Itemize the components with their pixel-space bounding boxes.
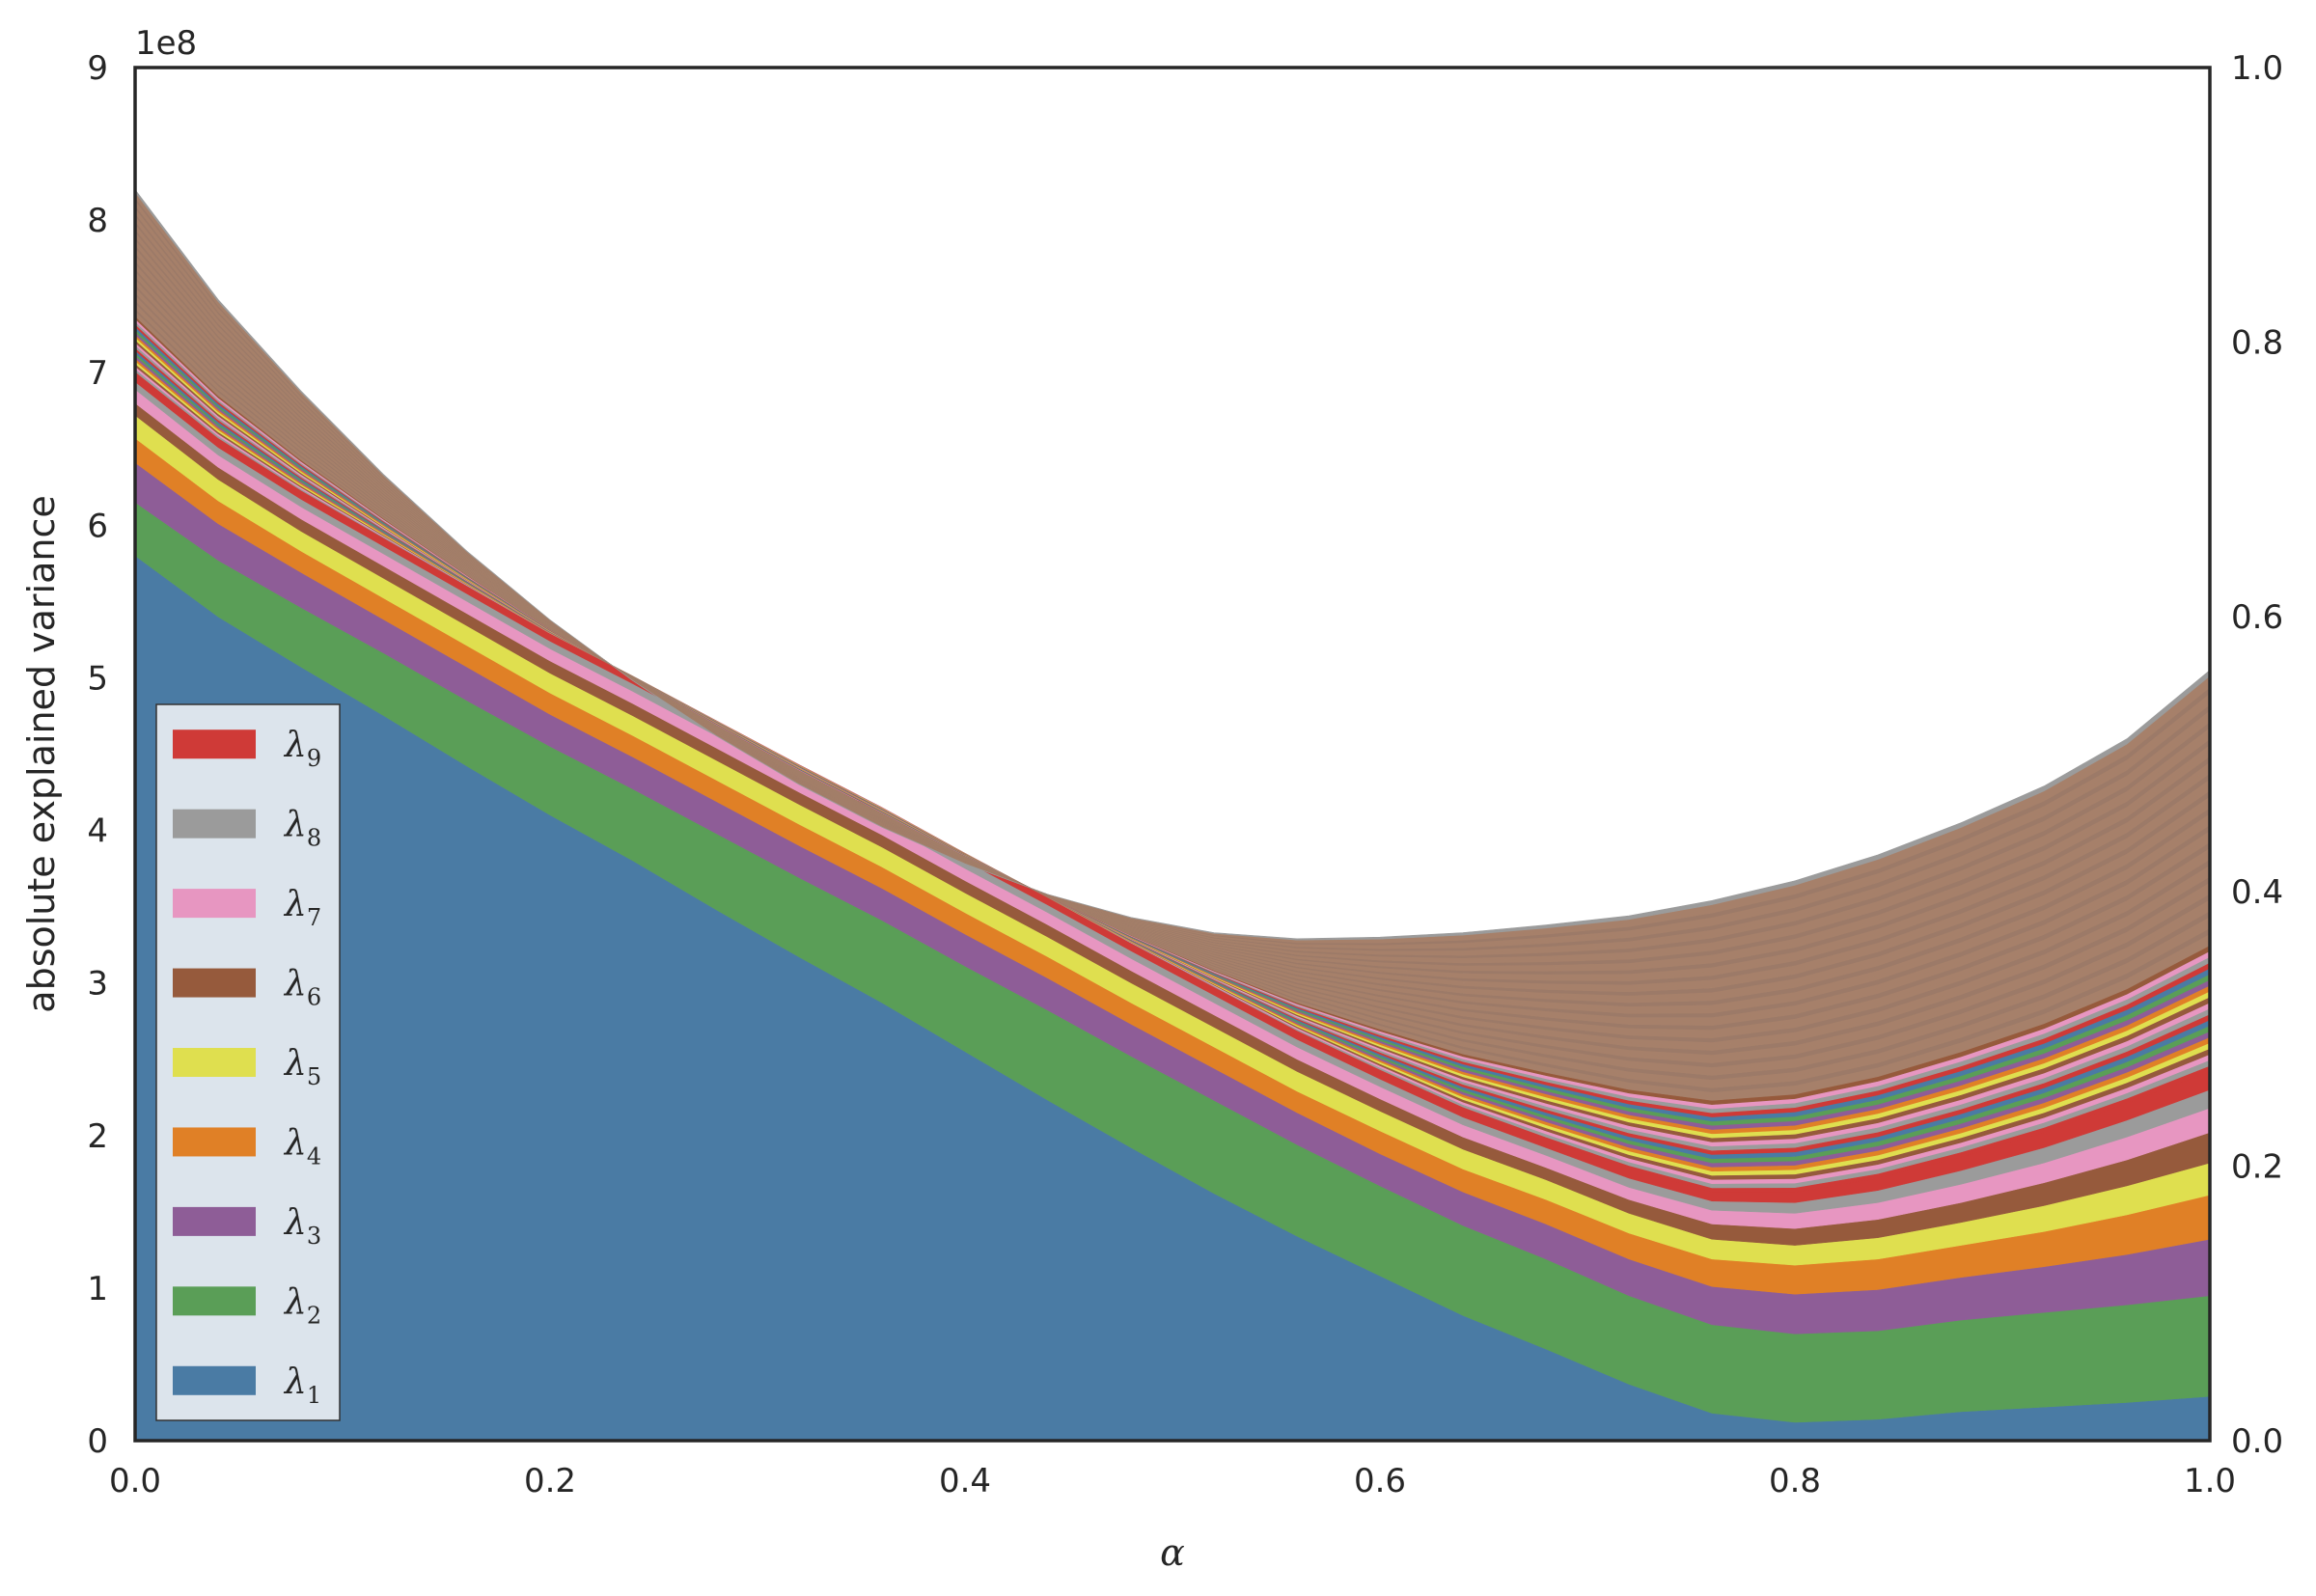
legend-swatch — [173, 968, 256, 998]
legend-swatch — [173, 1127, 256, 1157]
legend-swatch — [173, 1206, 256, 1236]
y-tick-label: 9 — [87, 49, 108, 88]
plot-frame — [133, 66, 2212, 1443]
legend-label-subscript: 8 — [307, 825, 321, 852]
legend-swatch — [173, 1048, 256, 1077]
areas-layer — [134, 188, 2211, 1442]
legend-label-subscript: 1 — [307, 1382, 321, 1409]
legend-swatch — [173, 1286, 256, 1316]
y-tick-label: 5 — [87, 659, 108, 698]
y2-tick-label: 0.0 — [2231, 1422, 2283, 1461]
legend-label-subscript: 9 — [307, 745, 321, 772]
legend-label-subscript: 6 — [307, 984, 321, 1011]
y-axis-label: absolute explained variance — [20, 495, 63, 1012]
x-tick-label: 0.2 — [524, 1462, 576, 1500]
y2-tick-label: 0.6 — [2231, 598, 2283, 637]
legend-label: λ1 — [283, 1362, 321, 1409]
y-tick-label: 8 — [87, 202, 108, 240]
x-axis-label: α — [1160, 1531, 1185, 1574]
y-tick-label: 3 — [87, 965, 108, 1004]
legend-swatch — [173, 729, 256, 759]
x-tick-label: 0.0 — [109, 1462, 161, 1500]
y2-tick-label: 0.4 — [2231, 873, 2283, 912]
y2-tick-label: 1.0 — [2231, 49, 2283, 88]
axes-layer: 0.0 0.2 0.4 0.6 0.8 1.0 0 1 2 3 4 5 6 7 8 9 0.0 0.2 0.4 0.6… — [87, 49, 2283, 1500]
legend-label: λ8 — [283, 806, 321, 852]
legend-label-subscript: 5 — [307, 1063, 321, 1090]
x-tick-label: 1.0 — [2184, 1462, 2236, 1500]
legend-swatch — [173, 809, 256, 839]
legend-label-subscript: 7 — [307, 904, 321, 931]
y2-tick-label: 0.2 — [2231, 1147, 2283, 1186]
y-offset-label: 1e8 — [135, 24, 197, 63]
legend-swatch — [173, 889, 256, 919]
y-tick-label: 2 — [87, 1117, 108, 1156]
x-tick-label: 0.6 — [1354, 1462, 1406, 1500]
y-tick-label: 1 — [87, 1270, 108, 1308]
legend-label-subscript: 2 — [307, 1302, 321, 1329]
legend-label-subscript: 3 — [307, 1223, 321, 1250]
y-tick-label: 7 — [87, 354, 108, 393]
y-tick-label: 4 — [87, 812, 108, 851]
y-tick-label: 0 — [87, 1422, 108, 1461]
legend-label-subscript: 4 — [307, 1142, 321, 1169]
legend-swatch — [173, 1365, 256, 1395]
y2-tick-label: 0.8 — [2231, 324, 2283, 363]
y-tick-label: 6 — [87, 507, 108, 545]
x-tick-label: 0.8 — [1769, 1462, 1821, 1500]
x-tick-label: 0.4 — [939, 1462, 991, 1500]
